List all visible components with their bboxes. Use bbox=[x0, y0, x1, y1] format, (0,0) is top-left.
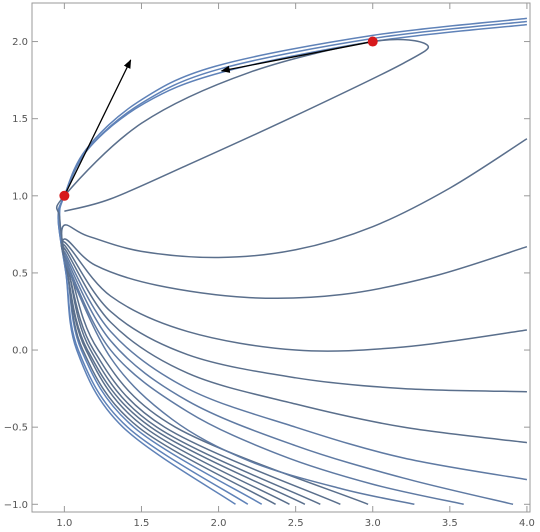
curve bbox=[63, 250, 528, 481]
x-tick-label: 3.0 bbox=[365, 518, 381, 529]
arrow bbox=[220, 40, 373, 73]
x-tick-label: 4.0 bbox=[519, 518, 535, 529]
curves bbox=[56, 17, 528, 506]
frame bbox=[31, 2, 531, 513]
curve bbox=[60, 240, 528, 505]
y-tick-label: 2.0 bbox=[12, 37, 28, 48]
curve bbox=[63, 254, 514, 506]
curve bbox=[61, 238, 528, 505]
point bbox=[367, 36, 378, 47]
curve bbox=[60, 245, 528, 505]
x-tick-label: 3.5 bbox=[442, 518, 458, 529]
y-tick-label: 0.0 bbox=[12, 346, 28, 357]
x-tick-label: 1.0 bbox=[56, 518, 72, 529]
arrow bbox=[63, 59, 132, 197]
point bbox=[59, 190, 70, 201]
y-tick-label: −1.0 bbox=[4, 500, 28, 511]
y-tick-label: −0.5 bbox=[4, 423, 28, 434]
x-tick-label: 2.5 bbox=[288, 518, 304, 529]
curve bbox=[56, 38, 430, 505]
y-tick-label: 1.5 bbox=[12, 114, 28, 125]
curve bbox=[57, 20, 527, 505]
curve bbox=[60, 138, 528, 505]
curve bbox=[63, 257, 464, 506]
curve bbox=[60, 243, 527, 505]
x-tick-label: 1.5 bbox=[134, 518, 150, 529]
y-tick-label: 1.0 bbox=[12, 191, 28, 202]
y-tick-label: 0.5 bbox=[12, 268, 28, 279]
curve bbox=[58, 17, 527, 505]
x-tick-label: 2.0 bbox=[211, 518, 227, 529]
curve bbox=[63, 260, 415, 506]
